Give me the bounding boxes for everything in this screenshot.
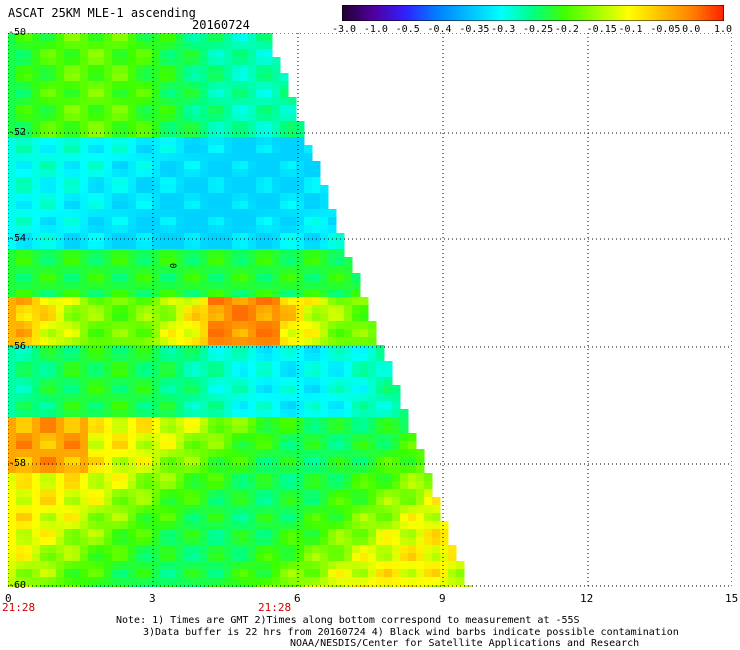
colorbar-tick-label: -0.1	[618, 24, 643, 35]
time-label: 21:28	[2, 601, 36, 614]
swath-map: 0	[8, 33, 732, 587]
colorbar-tick-label: -0.4	[427, 24, 452, 35]
colorbar-gradient	[342, 5, 724, 21]
colorbar-tick-label: -0.3	[491, 24, 516, 35]
map-title: ASCAT 25KM MLE-1 ascending	[8, 6, 196, 20]
colorbar-tick-label: 0.0	[682, 24, 701, 35]
colorbar-tick-label: -0.25	[523, 24, 554, 35]
colorbar-tick-label: -0.2	[554, 24, 579, 35]
y-axis-label: -56	[8, 341, 27, 352]
time-label: 21:28	[258, 601, 292, 614]
colorbar-tick-label: -1.0	[363, 24, 388, 35]
y-axis-label: -54	[8, 233, 27, 244]
y-axis-label: -52	[8, 127, 27, 138]
colorbar-tick-label: -3.0	[332, 24, 357, 35]
colorbar	[342, 5, 724, 21]
y-axis-label: -60	[8, 580, 27, 591]
note-line-2: 3)Data buffer is 22 hrs from 20160724 4)…	[143, 627, 679, 638]
colorbar-tick-label: -0.05	[650, 24, 681, 35]
note-line-3: NOAA/NESDIS/Center for Satellite Applica…	[290, 638, 640, 649]
x-axis-label: 15	[725, 592, 739, 605]
x-axis-label: 9	[439, 592, 446, 605]
y-axis-label: -50	[8, 27, 27, 38]
map-plot: 0	[8, 33, 732, 587]
colorbar-labels: -3.0 -1.0 -0.5 -0.4 -0.35 -0.3 -0.25 -0.2 -0.15-…	[330, 24, 733, 36]
x-axis-label: 3	[149, 592, 156, 605]
colorbar-tick-label: 1.0	[714, 24, 733, 35]
contour-label: 0	[167, 263, 177, 268]
x-axis-label: 12	[580, 592, 594, 605]
y-axis-label: -58	[8, 458, 27, 469]
colorbar-tick-label: -0.35	[459, 24, 490, 35]
colorbar-tick-label: -0.5	[395, 24, 420, 35]
note-line-1: Note: 1) Times are GMT 2)Times along bot…	[116, 615, 580, 626]
colorbar-tick-label: -0.15	[586, 24, 617, 35]
x-axis-label: 0	[5, 592, 12, 605]
x-axis-label: 6	[294, 592, 301, 605]
map-date: 20160724	[192, 18, 250, 32]
